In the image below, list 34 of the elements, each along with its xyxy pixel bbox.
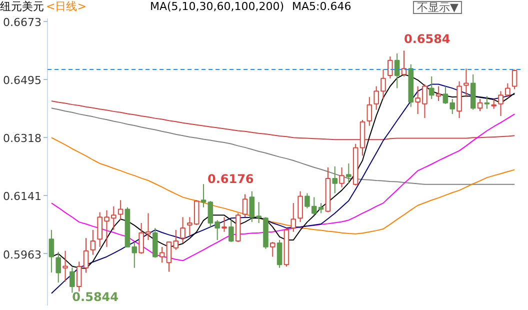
y-tick-label: 0.6141 [3, 190, 42, 204]
annotation: 0.5844 [72, 290, 118, 304]
text: 不显示▼ [413, 1, 462, 14]
candlestick [83, 238, 89, 274]
candlestick [62, 250, 68, 282]
candlestick [464, 68, 469, 98]
candlestick [180, 216, 186, 244]
line-series [50, 108, 516, 185]
line-series [50, 100, 516, 140]
line-series [50, 84, 516, 294]
candlestick [366, 96, 372, 126]
text: MA5:0.646 [292, 0, 352, 13]
annotation: 0.6176 [207, 172, 254, 186]
line-series [50, 137, 516, 234]
candlestick [132, 242, 138, 268]
annotation: 0.6584 [404, 32, 450, 46]
candlestick [159, 246, 165, 264]
candlestick [394, 53, 400, 89]
candlestick [76, 261, 82, 292]
y-tick-label: 0.6673 [3, 16, 42, 29]
candlestick [90, 229, 96, 256]
candlestick [332, 166, 338, 194]
y-tick-label: 0.5963 [3, 248, 42, 262]
text: MA(5,10,30,60,100,200) [150, 0, 284, 13]
y-tick-label: 0.6495 [3, 74, 42, 88]
candlestick [48, 229, 54, 273]
candlestick [118, 200, 124, 221]
candlestick [484, 96, 490, 110]
candlestick [200, 184, 206, 208]
chart-subtitle: <日线> [46, 0, 86, 13]
candlestick [346, 162, 352, 184]
candlestick [436, 86, 442, 102]
chart-title: 纽元美元 [0, 0, 44, 13]
y-tick-label: 0.6318 [3, 132, 42, 146]
